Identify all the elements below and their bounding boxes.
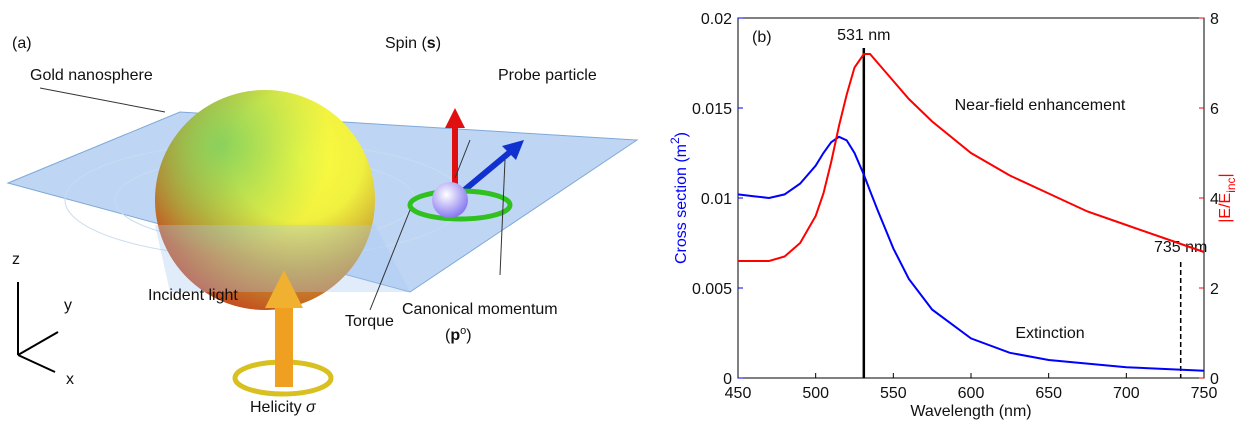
label-part: o: [460, 325, 466, 337]
label: Canonical momentum: [402, 301, 558, 318]
label-part: Spin (: [385, 35, 427, 52]
plane-front: [155, 225, 410, 292]
y2-tick-label: 4: [1210, 191, 1219, 208]
x-axis-title: Wavelength (nm): [910, 403, 1031, 420]
y2-tick-label: 6: [1210, 101, 1219, 118]
y2-axis-title-part: inc: [1224, 177, 1238, 192]
y-tick-label: 0.02: [701, 11, 732, 28]
label-part: ): [466, 327, 471, 344]
label-part: σ: [306, 399, 317, 416]
y2-tick-label: 8: [1210, 11, 1219, 28]
x-tick-label: 500: [802, 385, 829, 402]
sphere-shade: [155, 90, 375, 310]
x-tick-label: 450: [725, 385, 752, 402]
y-axis-title-part: ): [673, 132, 690, 137]
y2-axis-title: |E/Einc|: [1217, 173, 1238, 222]
panel-a: (a) Gold nanosphere Spin (s) Probe parti…: [6, 35, 639, 416]
label-part: Helicity: [250, 399, 306, 416]
leader: [369, 209, 411, 311]
x-tick-label: 750: [1191, 385, 1218, 402]
series-label: Near-field enhancement: [955, 97, 1126, 114]
y2-axis-title-part: |E/E: [1217, 193, 1234, 223]
x-tick-label: 700: [1113, 385, 1140, 402]
label: Incident light: [148, 287, 238, 304]
x-tick-label: 650: [1035, 385, 1062, 402]
y-tick-label: 0.005: [692, 281, 732, 298]
axis-y: [17, 331, 59, 356]
leader: [39, 87, 166, 113]
annotation-label: 531 nm: [837, 27, 890, 44]
label: Helicity σ: [250, 399, 317, 416]
y-axis-title: Cross section (m2): [668, 132, 690, 264]
probe-particle: [432, 182, 468, 218]
arrowhead: [445, 108, 465, 128]
y2-tick-label: 0: [1210, 371, 1219, 388]
label-part: ): [436, 35, 441, 52]
x-tick-label: 600: [958, 385, 985, 402]
label-part: s: [427, 35, 436, 52]
leader: [454, 139, 471, 179]
y-tick-label: 0.015: [692, 101, 732, 118]
panel-label: (a): [12, 35, 32, 52]
leader: [499, 159, 506, 276]
y-axis-title-part: Cross section (m: [673, 144, 690, 264]
series-line: [738, 53, 1205, 262]
label-part: (: [445, 327, 451, 344]
momentum-arrow: [460, 149, 512, 195]
y-axis-title-part: 2: [668, 137, 682, 144]
axis-label: y: [64, 297, 72, 314]
y-tick-label: 0: [723, 371, 732, 388]
annotation-label: 735 nm: [1154, 239, 1207, 256]
label: (po): [445, 325, 472, 344]
label-part: p: [450, 327, 460, 344]
label: Probe particle: [498, 67, 597, 84]
panel-label: (b): [752, 29, 772, 46]
chart: 450 500 550 600 650 700 75000.0050.010.0150.02…: [668, 11, 1238, 420]
axis-label: x: [66, 371, 74, 388]
series-label: Extinction: [1015, 325, 1084, 342]
y-tick-label: 0.01: [701, 191, 732, 208]
light-arrow: [275, 305, 293, 387]
arrowhead: [502, 140, 524, 160]
arrowhead: [265, 270, 303, 308]
x-tick-label: 550: [880, 385, 907, 402]
axis-x: [17, 354, 56, 373]
y2-tick-label: 2: [1210, 281, 1219, 298]
series-line: [737, 135, 1205, 372]
label: Spin (s): [385, 35, 441, 52]
label: Gold nanosphere: [30, 67, 153, 84]
y2-axis-title-part: |: [1217, 173, 1234, 177]
axis-label: z: [12, 251, 20, 268]
label: Torque: [345, 313, 394, 330]
plot-frame: [737, 17, 1205, 379]
